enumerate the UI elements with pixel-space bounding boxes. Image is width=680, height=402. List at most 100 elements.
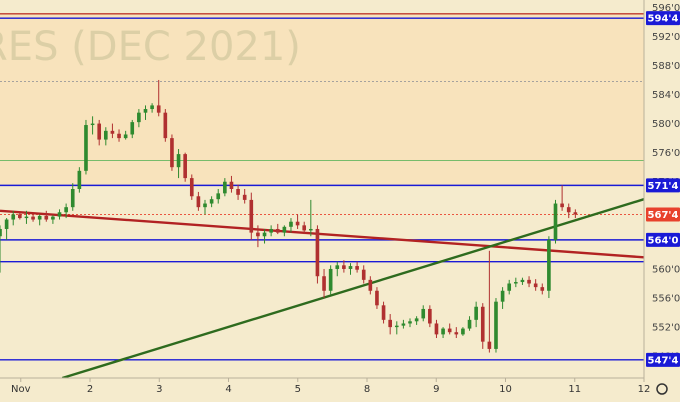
candle-body	[474, 306, 478, 320]
candle-body	[289, 221, 293, 227]
candle-body	[249, 199, 254, 233]
x-tick-label: 5	[295, 384, 301, 395]
candle-body	[560, 203, 564, 208]
candle-body	[84, 125, 88, 171]
candle-body	[256, 232, 260, 237]
settings-button[interactable]	[656, 383, 668, 395]
candle-body	[4, 219, 9, 229]
candle-body	[117, 133, 121, 139]
candle-body	[428, 308, 432, 324]
candle-body	[361, 269, 366, 280]
candle-body	[394, 325, 399, 328]
candle-body	[123, 134, 128, 139]
candle-body	[156, 105, 161, 113]
price-badge	[646, 178, 680, 193]
candle-body	[24, 216, 29, 219]
candle-body	[262, 232, 267, 237]
x-tick-label: 12	[638, 384, 651, 395]
candle-body	[44, 215, 49, 220]
candle-body	[189, 178, 194, 197]
candle-body	[275, 228, 280, 233]
candle-body	[368, 279, 373, 291]
x-tick-label: 2	[87, 384, 93, 395]
x-tick-label: 9	[433, 384, 439, 395]
candle-body	[381, 305, 386, 320]
candle-body	[375, 290, 379, 306]
candle-body	[37, 215, 42, 220]
candle-body	[70, 189, 75, 208]
x-tick-label: 8	[364, 384, 370, 395]
candle-body	[242, 194, 247, 200]
candle-body	[137, 112, 141, 123]
candle-body	[573, 212, 578, 215]
candle-body	[553, 203, 558, 240]
candle-body	[348, 266, 353, 269]
candle-body	[229, 181, 234, 189]
candle-body	[421, 308, 426, 319]
candle-body	[203, 203, 207, 208]
candle-body	[441, 328, 445, 335]
candle-body	[183, 154, 187, 179]
candle-body	[342, 265, 346, 269]
x-tick-label: 4	[225, 384, 231, 395]
candle-body	[170, 138, 174, 168]
candle-body	[269, 228, 273, 233]
candle-body	[51, 216, 55, 220]
candle-body	[143, 109, 148, 113]
y-axis: 596'0592'0588'0584'0580'0576'0572'0568'0…	[643, 0, 680, 402]
x-axis-background	[0, 378, 680, 402]
y-tick-label: 552'0	[652, 323, 680, 334]
candle-body	[282, 226, 287, 233]
candle-body	[408, 321, 412, 324]
candle-body	[434, 323, 439, 335]
price-badge-label: 567'4	[648, 210, 679, 221]
candle-body	[0, 228, 2, 237]
candle-body	[196, 196, 201, 208]
candle-body	[540, 287, 545, 291]
shaded-zone	[0, 13, 644, 186]
candle-body	[328, 268, 333, 291]
candle-body	[295, 221, 300, 226]
candle-body	[527, 279, 531, 284]
x-tick-label: 3	[156, 384, 162, 395]
y-tick-label: 556'0	[652, 294, 680, 305]
y-tick-label: 596'0	[652, 3, 680, 14]
candle-body	[480, 306, 485, 342]
price-badge	[646, 232, 680, 247]
candle-body	[388, 319, 392, 328]
candle-body	[414, 318, 419, 322]
candle-body	[547, 239, 551, 291]
candle-body	[31, 216, 35, 220]
candle-body	[216, 193, 221, 200]
candle-body	[520, 279, 525, 283]
candle-body	[130, 122, 135, 135]
candle-body	[90, 123, 95, 126]
candle-body	[401, 323, 406, 326]
x-axis: Nov 2 3 4 5 8 9 10 11 12	[0, 377, 680, 402]
candle-body	[150, 105, 154, 110]
candle-body	[97, 123, 102, 140]
x-tick-label: Nov	[11, 384, 31, 395]
price-badge-label: 547'4	[648, 355, 679, 366]
y-tick-label: 584'0	[652, 90, 680, 101]
candle-body	[355, 266, 359, 270]
y-tick-label: 580'0	[652, 119, 680, 130]
candle-body	[308, 228, 313, 231]
gear-icon	[656, 383, 668, 395]
candle-body	[163, 112, 168, 139]
candle-body	[209, 199, 214, 204]
candle-body	[64, 207, 68, 213]
price-badge	[646, 352, 680, 367]
symbol-watermark: RES (DEC 2021)	[0, 24, 301, 70]
price-badge-label: 564'0	[648, 235, 679, 246]
candle-body	[236, 189, 240, 195]
candle-body	[77, 170, 82, 189]
candle-body	[322, 276, 326, 291]
candle-body	[103, 130, 108, 140]
price-badge	[646, 207, 680, 222]
candle-body	[566, 207, 571, 213]
candle-body	[467, 319, 472, 329]
candle-body	[110, 130, 115, 134]
price-badge	[646, 11, 680, 26]
